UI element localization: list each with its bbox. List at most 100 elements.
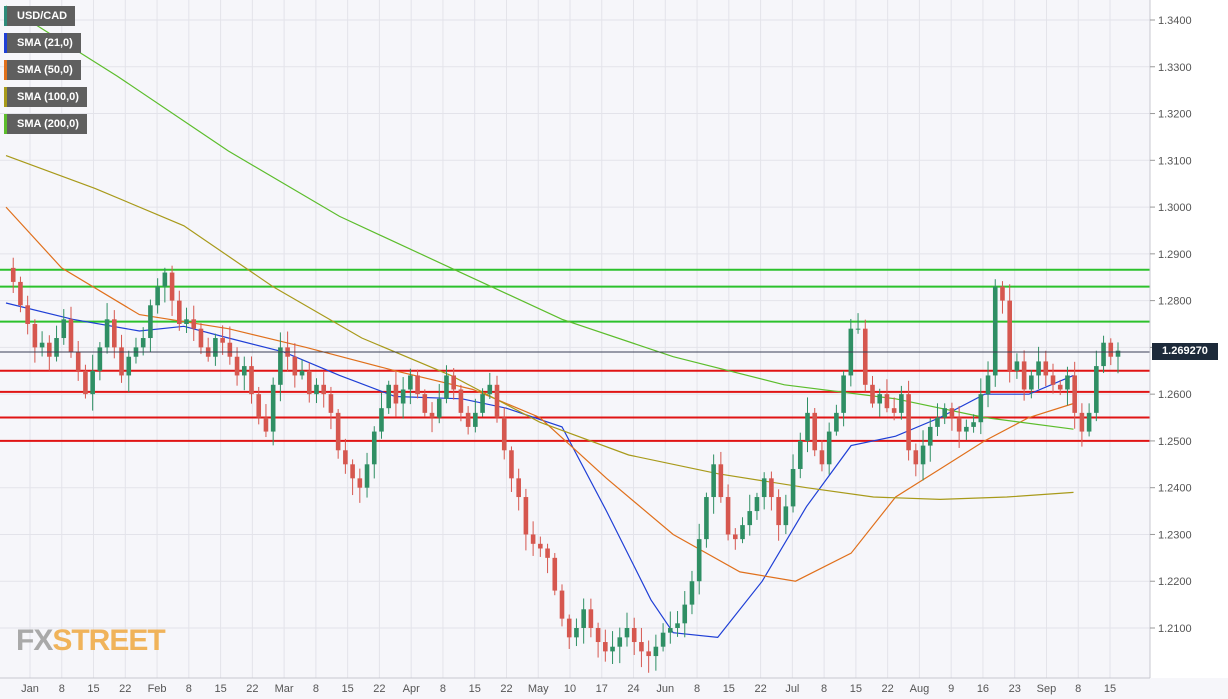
candle-body — [675, 623, 680, 628]
candle-body — [386, 384, 392, 409]
candle-body — [631, 628, 637, 643]
candle-body — [588, 609, 594, 628]
candle-body — [538, 543, 543, 549]
candle-body — [162, 272, 168, 287]
candle-body — [624, 628, 630, 638]
legend: USD/CAD SMA (21,0) SMA (50,0) SMA (100,0) SM… — [4, 6, 87, 141]
candle-body — [1043, 361, 1049, 376]
y-tick-label: 1.2500 — [1158, 436, 1192, 448]
x-axis-ticks: Jan 8 15 22 Feb 8 15 22 Mar 8 15 22 Apr 8 15 22 May 10 17 2… — [21, 683, 1116, 695]
candle-body — [935, 417, 940, 427]
candle-body — [668, 628, 673, 633]
candle-body — [812, 412, 818, 451]
y-tick-label: 1.3200 — [1158, 109, 1192, 121]
candle-body — [617, 637, 623, 647]
candle-body — [704, 497, 709, 540]
candle-body — [501, 417, 507, 451]
candle-body — [696, 539, 702, 582]
x-tick-label: 10 — [564, 683, 576, 695]
x-tick-label: Apr — [403, 683, 420, 695]
candle-body — [480, 394, 485, 413]
candle-body — [761, 478, 767, 498]
x-tick-label: 17 — [596, 683, 608, 695]
candle-body — [964, 426, 969, 432]
sma-line — [5, 155, 1074, 501]
candle-body — [1007, 300, 1012, 371]
legend-item[interactable]: SMA (50,0) — [4, 60, 81, 80]
y-tick-label: 1.3000 — [1158, 202, 1192, 214]
candle-body — [971, 422, 976, 427]
candle-body — [234, 356, 240, 376]
candle-body — [906, 394, 911, 451]
candle-body — [769, 478, 774, 498]
candle-body — [581, 609, 586, 628]
candle-body — [306, 370, 312, 395]
candle-body — [603, 642, 608, 652]
candle-body — [314, 384, 319, 395]
candle-body — [155, 286, 160, 306]
x-tick-label: Aug — [910, 683, 930, 695]
candle-body — [220, 338, 225, 343]
y-tick-label: 1.2300 — [1158, 529, 1192, 541]
candle-body — [83, 370, 88, 395]
x-tick-label: 15 — [469, 683, 481, 695]
candle-body — [119, 347, 124, 376]
candle-body — [270, 384, 276, 432]
candle-body — [552, 557, 558, 591]
candle-body — [870, 384, 875, 404]
candle-body — [610, 646, 615, 652]
y-tick-label: 1.2800 — [1158, 296, 1192, 308]
candle-body — [278, 347, 283, 385]
candle-body — [725, 497, 731, 535]
candle-body — [805, 412, 810, 441]
candle-body — [458, 389, 464, 413]
legend-label: SMA (21,0) — [17, 37, 73, 49]
candle-body — [357, 478, 363, 488]
candle-body — [321, 384, 327, 395]
candle-body — [451, 375, 456, 390]
candle-body — [379, 408, 384, 432]
candle-body — [97, 347, 103, 371]
legend-item[interactable]: SMA (100,0) — [4, 87, 87, 107]
candle-body — [545, 548, 550, 558]
y-tick-label: 1.3100 — [1158, 155, 1192, 167]
legend-item[interactable]: SMA (200,0) — [4, 114, 87, 134]
sma-line — [5, 5, 1074, 430]
candle-body — [1094, 366, 1099, 413]
x-tick-label: 8 — [186, 683, 192, 695]
candle-body — [299, 370, 305, 376]
legend-item[interactable]: SMA (21,0) — [4, 33, 81, 53]
x-tick-label: Jan — [21, 683, 39, 695]
candle-body — [718, 464, 724, 498]
candle-body — [927, 426, 933, 446]
x-axis-area — [0, 678, 1228, 699]
candle-body — [978, 394, 984, 423]
candle-body — [920, 445, 926, 465]
candle-body — [530, 534, 536, 544]
candle-body — [523, 497, 529, 535]
candle-body — [249, 366, 254, 395]
candle-body — [653, 646, 659, 657]
x-tick-label: 8 — [59, 683, 65, 695]
legend-label: SMA (50,0) — [17, 64, 73, 76]
legend-swatch — [4, 60, 7, 80]
x-tick-label: Mar — [275, 683, 294, 695]
candle-body — [364, 464, 370, 488]
candle-body — [227, 342, 233, 357]
y-tick-label: 1.3300 — [1158, 62, 1192, 74]
candle-body — [732, 534, 738, 540]
candle-body — [841, 375, 846, 413]
legend-label: SMA (200,0) — [17, 118, 79, 130]
candle-body — [1086, 412, 1092, 432]
legend-item[interactable]: USD/CAD — [4, 6, 76, 26]
x-tick-label: Jun — [656, 683, 674, 695]
legend-swatch — [4, 114, 7, 134]
candle-body — [660, 632, 666, 647]
x-tick-label: 15 — [342, 683, 354, 695]
candle-body — [689, 581, 695, 605]
candle-body — [682, 604, 688, 624]
candle-body — [1050, 375, 1056, 385]
candle-body — [256, 394, 262, 418]
candle-body — [148, 305, 153, 339]
